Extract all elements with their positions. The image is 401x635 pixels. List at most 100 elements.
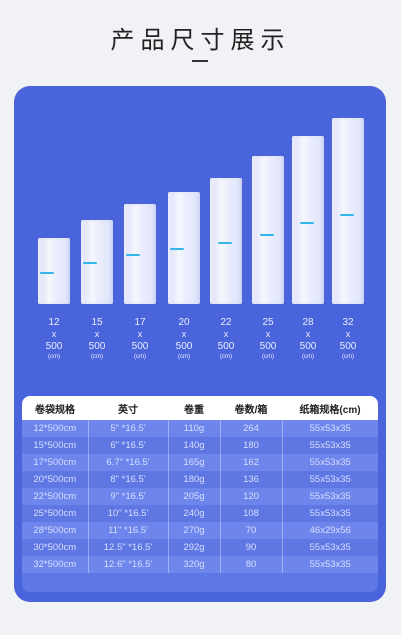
cell-bag-spec: 17*500cm: [33, 457, 77, 468]
table-row: 32*500cm 12.6" *16.5' 320g 80 55x53x35: [22, 556, 378, 573]
roll-label-x: x: [265, 329, 271, 339]
cell-weight: 240g: [167, 505, 220, 522]
roll-label-x: x: [181, 329, 187, 339]
table-row: 22*500cm 9" *16.5' 205g 120 55x53x35: [22, 488, 378, 505]
roll-label-width: 22: [220, 317, 232, 328]
cell-carton-spec: 55x53x35: [281, 420, 378, 437]
roll-label-width: 25: [262, 317, 274, 328]
roll-size-label: 22 x 500 (cm): [206, 318, 246, 362]
cell-inch: 9" *16.5': [87, 488, 168, 505]
roll-label-length: 500: [259, 341, 277, 352]
cell-carton-spec: 55x53x35: [281, 556, 378, 573]
cell-carton-spec: 55x53x35: [281, 454, 378, 471]
roll-size-label: 28 x 500 (cm): [288, 318, 328, 362]
roll-stripe: [40, 272, 54, 274]
cell-bag-spec: 20*500cm: [33, 474, 77, 485]
roll-label-unit: (cm): [48, 354, 60, 360]
page-title: 产品尺寸展示: [110, 26, 291, 54]
roll-25: [252, 156, 284, 304]
roll-label-width: 17: [134, 317, 146, 328]
cell-inch: 6.7" *16.5': [87, 454, 168, 471]
roll-label-length: 500: [175, 341, 193, 352]
roll-label-length: 500: [299, 341, 317, 352]
cell-rolls-per-box: 120: [219, 488, 282, 505]
header-carton-spec: 纸箱规格(cm): [299, 404, 361, 416]
cell-inch: 5" *16.5': [87, 420, 168, 437]
cell-inch: 11" *16.5': [87, 522, 168, 539]
roll-label-length: 500: [45, 341, 63, 352]
roll-label-length: 500: [217, 341, 235, 352]
roll-label-x: x: [345, 329, 351, 339]
cell-rolls-per-box: 108: [219, 505, 282, 522]
roll-stripe: [218, 242, 232, 244]
cell-rolls-per-box: 136: [219, 471, 282, 488]
header-weight: 卷重: [184, 404, 204, 416]
roll-label-unit: (cm): [91, 354, 103, 360]
cell-rolls-per-box: 264: [219, 420, 282, 437]
roll-12: [38, 238, 70, 304]
roll-stripe: [170, 248, 184, 250]
roll-22: [210, 178, 242, 304]
roll-label-unit: (cm): [342, 354, 354, 360]
roll-stripe: [126, 254, 140, 256]
cell-weight: 320g: [167, 556, 220, 573]
cell-rolls-per-box: 90: [219, 539, 282, 556]
header-bag-spec: 卷袋规格: [35, 404, 75, 416]
cell-carton-spec: 55x53x35: [281, 539, 378, 556]
roll-17: [124, 204, 156, 304]
cell-inch: 12.5" *16.5': [87, 539, 168, 556]
cell-rolls-per-box: 180: [219, 437, 282, 454]
cell-weight: 165g: [167, 454, 220, 471]
roll-label-width: 12: [48, 317, 60, 328]
roll-label-width: 15: [91, 317, 103, 328]
cell-bag-spec: 32*500cm: [33, 559, 77, 570]
roll-size-label: 17 x 500 (cm): [120, 318, 160, 362]
roll-label-unit: (cm): [134, 354, 146, 360]
cell-carton-spec: 55x53x35: [281, 488, 378, 505]
cell-carton-spec: 46x29x56: [281, 522, 378, 539]
cell-bag-spec: 22*500cm: [33, 491, 77, 502]
header-inch: 英寸: [118, 404, 138, 416]
table-row: 28*500cm 11" *16.5' 270g 70 46x29x56: [22, 522, 378, 539]
roll-size-label: 20 x 500 (cm): [164, 318, 204, 362]
roll-15: [81, 220, 113, 304]
table-row: 30*500cm 12.5" *16.5' 292g 90 55x53x35: [22, 539, 378, 556]
roll-stripe: [340, 214, 354, 216]
cell-carton-spec: 55x53x35: [281, 505, 378, 522]
table-row: 12*500cm 5" *16.5' 110g 264 55x53x35: [22, 420, 378, 437]
roll-label-x: x: [137, 329, 143, 339]
roll-illustration: [14, 86, 386, 316]
spec-table: 卷袋规格 英寸 卷重 卷数/箱 纸箱规格(cm) 12*500cm 5" *16.…: [22, 396, 378, 592]
roll-label-x: x: [223, 329, 229, 339]
spec-table-header: 卷袋规格 英寸 卷重 卷数/箱 纸箱规格(cm): [22, 396, 378, 420]
table-row: 17*500cm 6.7" *16.5' 165g 162 55x53x35: [22, 454, 378, 471]
roll-label-unit: (cm): [178, 354, 190, 360]
roll-label-x: x: [94, 329, 100, 339]
cell-bag-spec: 28*500cm: [33, 525, 77, 536]
roll-stripe: [83, 262, 97, 264]
table-row: 20*500cm 8" *16.5' 180g 136 55x53x35: [22, 471, 378, 488]
cell-bag-spec: 15*500cm: [33, 440, 77, 451]
roll-label-length: 500: [88, 341, 106, 352]
roll-label-x: x: [51, 329, 57, 339]
roll-label-length: 500: [131, 341, 149, 352]
roll-label-unit: (cm): [220, 354, 232, 360]
roll-label-width: 28: [302, 317, 314, 328]
cell-weight: 110g: [167, 420, 220, 437]
roll-28: [292, 136, 324, 304]
cell-bag-spec: 12*500cm: [33, 423, 77, 434]
roll-stripe: [300, 222, 314, 224]
roll-size-label: 15 x 500 (cm): [77, 318, 117, 362]
cell-weight: 270g: [167, 522, 220, 539]
roll-20: [168, 192, 200, 304]
cell-rolls-per-box: 162: [219, 454, 282, 471]
roll-label-width: 32: [342, 317, 354, 328]
roll-size-label: 25 x 500 (cm): [248, 318, 288, 362]
roll-label-x: x: [305, 329, 311, 339]
cell-weight: 205g: [167, 488, 220, 505]
cell-carton-spec: 55x53x35: [281, 471, 378, 488]
cell-weight: 140g: [167, 437, 220, 454]
roll-label-length: 500: [339, 341, 357, 352]
cell-bag-spec: 25*500cm: [33, 508, 77, 519]
roll-label-width: 20: [178, 317, 190, 328]
